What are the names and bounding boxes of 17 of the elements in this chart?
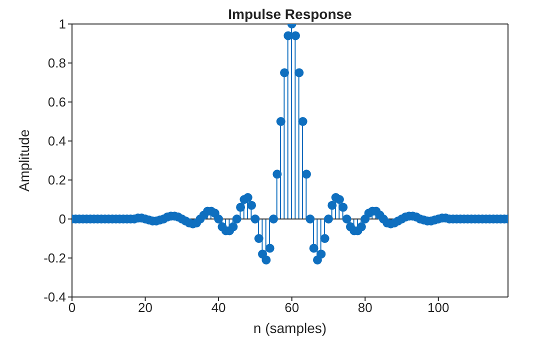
x-tick-label: 100	[428, 300, 450, 316]
y-tick-label: 0.8	[48, 56, 66, 71]
x-tick-label: 20	[138, 300, 153, 316]
y-tick-label: 1	[58, 16, 66, 32]
y-tick-label: -0.4	[44, 290, 66, 305]
y-tick-label: 0.6	[48, 94, 66, 110]
x-tick-label: 40	[211, 300, 226, 316]
x-tick-label: 80	[358, 300, 372, 316]
y-tick-label: 0.4	[48, 134, 66, 149]
y-axis-title: Amplitude	[16, 129, 32, 192]
chart-title: Impulse Response	[228, 6, 352, 22]
y-tick-label: 0.2	[48, 172, 66, 188]
y-tick-label: -0.2	[44, 250, 66, 266]
x-axis-title: n (samples)	[253, 320, 327, 336]
x-tick-label: 60	[284, 300, 300, 316]
x-tick-label: 0	[68, 300, 76, 316]
y-tick-label: 0	[58, 212, 66, 227]
